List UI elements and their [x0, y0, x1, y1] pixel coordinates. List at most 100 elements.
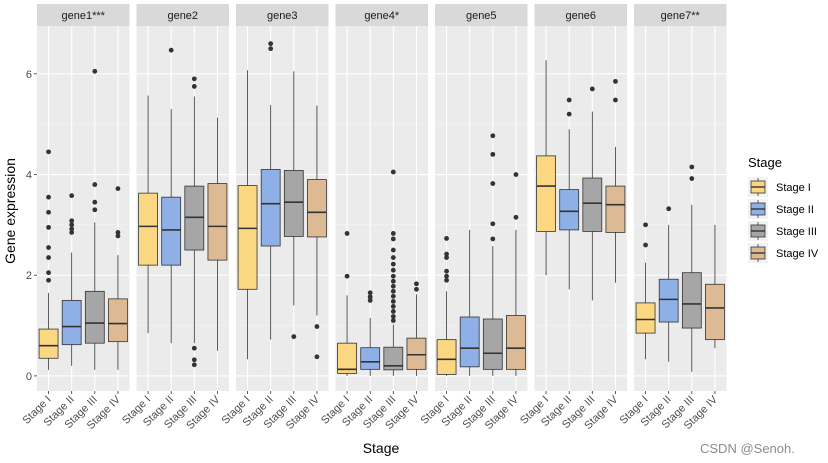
outlier-point	[444, 251, 449, 257]
y-axis: 0 2 4 6	[26, 69, 37, 383]
outlier-point	[367, 290, 373, 296]
legend-label: Stage II	[776, 204, 814, 216]
outlier-point	[291, 334, 297, 340]
box-body	[605, 185, 626, 233]
box-body	[108, 298, 128, 343]
box-body	[237, 185, 258, 290]
strip-label: gene2	[167, 10, 198, 22]
outlier-point	[390, 314, 396, 319]
box-stage-i	[38, 149, 59, 370]
outlier-point	[444, 255, 449, 260]
box-stage-iv	[207, 117, 228, 351]
outlier-point	[46, 277, 51, 283]
outlier-point	[643, 242, 648, 248]
outlier-point	[46, 194, 51, 200]
outlier-point	[414, 281, 419, 287]
outlier-point	[46, 255, 51, 260]
outlier-point	[69, 218, 75, 224]
box-body	[459, 316, 480, 368]
box-stage-ii	[260, 41, 281, 340]
legend-entry-stage-ii: Stage II	[748, 199, 814, 219]
box-body	[207, 183, 228, 261]
legend-entry-stage-iii: Stage III	[748, 221, 817, 241]
y-tick-label: 0	[26, 371, 32, 383]
outlier-point	[390, 283, 396, 289]
strip-label: gene5	[466, 10, 497, 22]
box-body	[635, 302, 656, 334]
outlier-point	[92, 182, 98, 187]
outlier-point	[390, 309, 396, 314]
box-body	[38, 328, 59, 359]
outlier-point	[490, 236, 496, 242]
outlier-point	[613, 78, 618, 84]
outlier-point	[390, 255, 396, 260]
strip-background	[435, 4, 528, 26]
box-stage-iii	[681, 164, 702, 372]
outlier-point	[444, 268, 449, 274]
box-stage-i	[536, 60, 556, 276]
outlier-point	[367, 294, 373, 300]
outlier-point	[490, 133, 496, 139]
box-body	[307, 179, 327, 238]
box-stage-ii	[161, 47, 182, 344]
outlier-point	[191, 345, 197, 351]
legend-label: Stage I	[776, 182, 811, 194]
outlier-point	[689, 176, 695, 181]
strip-background	[335, 4, 428, 26]
box-stage-iv	[605, 78, 626, 283]
box-body	[681, 272, 702, 329]
box-stage-ii	[459, 229, 480, 376]
outlier-point	[490, 151, 496, 157]
strip-background	[634, 4, 727, 26]
outlier-point	[390, 267, 396, 273]
strip-label: gene1***	[62, 10, 106, 22]
legend: Stage Stage I Stage II Stage III Stage IV	[748, 155, 819, 263]
outlier-point	[314, 324, 320, 329]
outlier-point	[390, 231, 396, 236]
outlier-point	[390, 293, 396, 299]
strip-label: gene4*	[364, 10, 400, 22]
box-body	[436, 339, 457, 375]
outlier-point	[344, 273, 350, 279]
box-body	[482, 318, 503, 370]
box-body	[260, 169, 281, 247]
outlier-point	[666, 206, 672, 212]
box-body	[138, 192, 158, 266]
outlier-point	[168, 47, 174, 53]
outlier-point	[115, 186, 121, 192]
outlier-point	[390, 236, 396, 242]
outlier-point	[46, 224, 51, 230]
outlier-point	[367, 297, 373, 303]
outlier-point	[390, 169, 396, 175]
strip-label: gene3	[267, 10, 298, 22]
box-body	[559, 189, 580, 231]
outlier-point	[46, 209, 51, 215]
outlier-point	[191, 362, 197, 368]
outlier-point	[390, 247, 396, 253]
outlier-point	[566, 97, 572, 103]
outlier-point	[513, 214, 519, 220]
x-axis-title: Stage	[363, 440, 400, 456]
box-body	[406, 337, 427, 370]
outlier-point	[92, 207, 98, 213]
outlier-point	[643, 222, 648, 228]
outlier-point	[490, 181, 496, 186]
y-tick-label: 6	[26, 69, 32, 81]
box-stage-i	[237, 70, 258, 360]
outlier-point	[191, 84, 197, 89]
outlier-point	[444, 277, 449, 283]
box-stage-i	[138, 95, 158, 334]
outlier-point	[513, 172, 519, 177]
y-tick-label: 2	[26, 270, 32, 282]
box-body	[658, 278, 679, 323]
outlier-point	[69, 222, 75, 228]
strip-background	[136, 4, 229, 26]
outlier-point	[69, 193, 75, 199]
box-body	[705, 283, 725, 341]
box-body	[283, 170, 304, 237]
legend-entry-stage-i: Stage I	[748, 177, 811, 197]
